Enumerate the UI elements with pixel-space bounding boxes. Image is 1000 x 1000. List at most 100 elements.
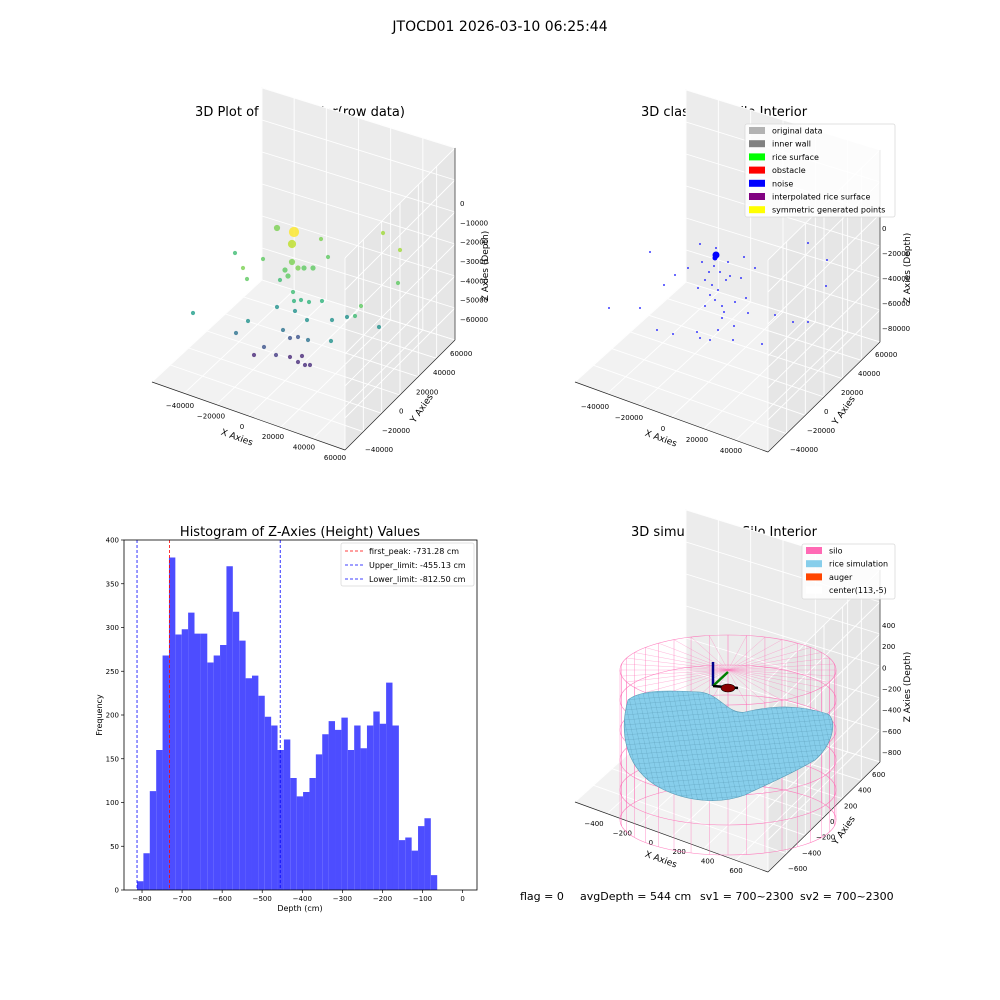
scatter-point (190, 310, 196, 316)
histogram-y-label: Frequency (95, 694, 104, 736)
tick-label: −40000 (166, 402, 194, 410)
scatter-point (273, 224, 281, 232)
histogram-bar (143, 853, 150, 890)
panel2-z-label: Z Axies (Depth) (903, 233, 913, 304)
panel2-noise-points (608, 242, 828, 345)
mesh-line (644, 690, 676, 801)
silo-spoke (727, 669, 811, 693)
mesh-line (654, 690, 686, 801)
noise-point (709, 339, 711, 341)
mesh-line (684, 690, 716, 801)
mesh-line (624, 707, 833, 727)
noise-point (717, 329, 719, 331)
grid-line (667, 298, 862, 361)
silo-spoke (727, 657, 830, 671)
scatter-point (307, 362, 313, 368)
y-tick-label: 350 (106, 580, 119, 588)
mesh-line (699, 690, 731, 801)
tick-label: −30000 (460, 258, 488, 266)
histogram-bar (251, 675, 259, 890)
silo-spoke (727, 669, 798, 697)
silo-spoke (727, 669, 783, 701)
histogram-bar (366, 725, 374, 890)
noise-point (727, 261, 729, 263)
tick-label: −20000 (460, 239, 488, 247)
silo-spoke (621, 663, 729, 671)
noise-point (696, 331, 698, 333)
histogram-bar (162, 655, 169, 890)
tick-label: 20000 (841, 389, 863, 397)
tick-label: −40000 (581, 403, 609, 411)
status-line: flag = 0 avgDepth = 544 cm sv1 = 700~230… (520, 890, 894, 903)
noise-point (745, 297, 747, 299)
tick-label: 20000 (686, 436, 708, 444)
mesh-line (664, 690, 696, 801)
legend-label: Upper_limit: -455.13 cm (369, 561, 466, 570)
histogram-x-ticks: −800 −700 −600 −500 −400 −300 −200 −100 0 (132, 890, 465, 903)
legend-label: original data (772, 127, 823, 136)
scatter-point (310, 265, 316, 271)
legend-label: rice simulation (829, 560, 888, 569)
mesh-line (624, 712, 833, 732)
scatter-point (318, 236, 324, 242)
noise-point (717, 289, 719, 291)
histogram-bar (194, 633, 201, 890)
noise-point (639, 307, 641, 309)
x-tick-label: −100 (413, 895, 432, 903)
histogram-bar (156, 750, 163, 890)
noise-point (704, 279, 706, 281)
noise-point (712, 255, 718, 261)
y-axis-line (767, 761, 881, 873)
panel1-y-ticks: −40000 −20000 0 20000 40000 60000 (365, 350, 472, 454)
noise-point (674, 274, 676, 276)
scatter-point (304, 317, 310, 323)
scatter-point (280, 327, 286, 333)
histogram-bar (168, 557, 176, 890)
y-axis-line (344, 339, 456, 451)
panel2-y-ticks: −40000 −20000 0 20000 40000 60000 (790, 351, 897, 454)
noise-point (672, 333, 674, 335)
grid-line (261, 87, 456, 149)
mesh-line (624, 727, 833, 747)
tick-label: 0 (661, 425, 665, 433)
histogram-bar (213, 655, 221, 890)
silo-spoke (727, 669, 835, 677)
histogram-bar (232, 611, 240, 890)
tick-label: 200 (882, 643, 895, 651)
scatter-point (274, 304, 280, 310)
auger-axis-y (712, 671, 729, 687)
scatter-point (395, 280, 401, 286)
tick-label: 40000 (293, 444, 315, 452)
x-tick-label: −800 (132, 895, 151, 903)
histogram-bar (386, 682, 393, 890)
tick-label: 60000 (875, 351, 897, 359)
legend-label: Lower_limit: -812.50 cm (369, 575, 466, 584)
legend-label: obstacle (772, 166, 806, 175)
tick-label: 200 (844, 802, 857, 810)
scatter-point (260, 256, 266, 262)
noise-point (687, 267, 689, 269)
tick-label: −40000 (460, 277, 488, 285)
tick-label: −40000 (790, 446, 818, 454)
status-flag: flag = 0 (520, 890, 564, 903)
tick-label: −200 (882, 686, 901, 694)
noise-point (729, 275, 731, 277)
histogram-bar (290, 778, 297, 890)
tick-label: −40000 (365, 446, 393, 454)
scatter-point (319, 298, 325, 304)
scatter-point (277, 277, 283, 283)
tick-label: −60000 (460, 316, 488, 324)
mesh-line (649, 690, 681, 801)
tick-label: 400 (701, 858, 714, 866)
tick-label: −20000 (615, 414, 643, 422)
panel1-x-label: X Axies (219, 428, 254, 449)
scatter-point (288, 226, 300, 238)
panel4-z-label: Z Axies (Depth) (903, 652, 913, 723)
scatter-point (305, 337, 311, 343)
histogram-bar (430, 875, 438, 890)
histogram-bar (328, 721, 336, 890)
mesh-line (669, 690, 701, 801)
tick-label: 20000 (416, 388, 438, 396)
tick-label: −400 (584, 820, 603, 828)
